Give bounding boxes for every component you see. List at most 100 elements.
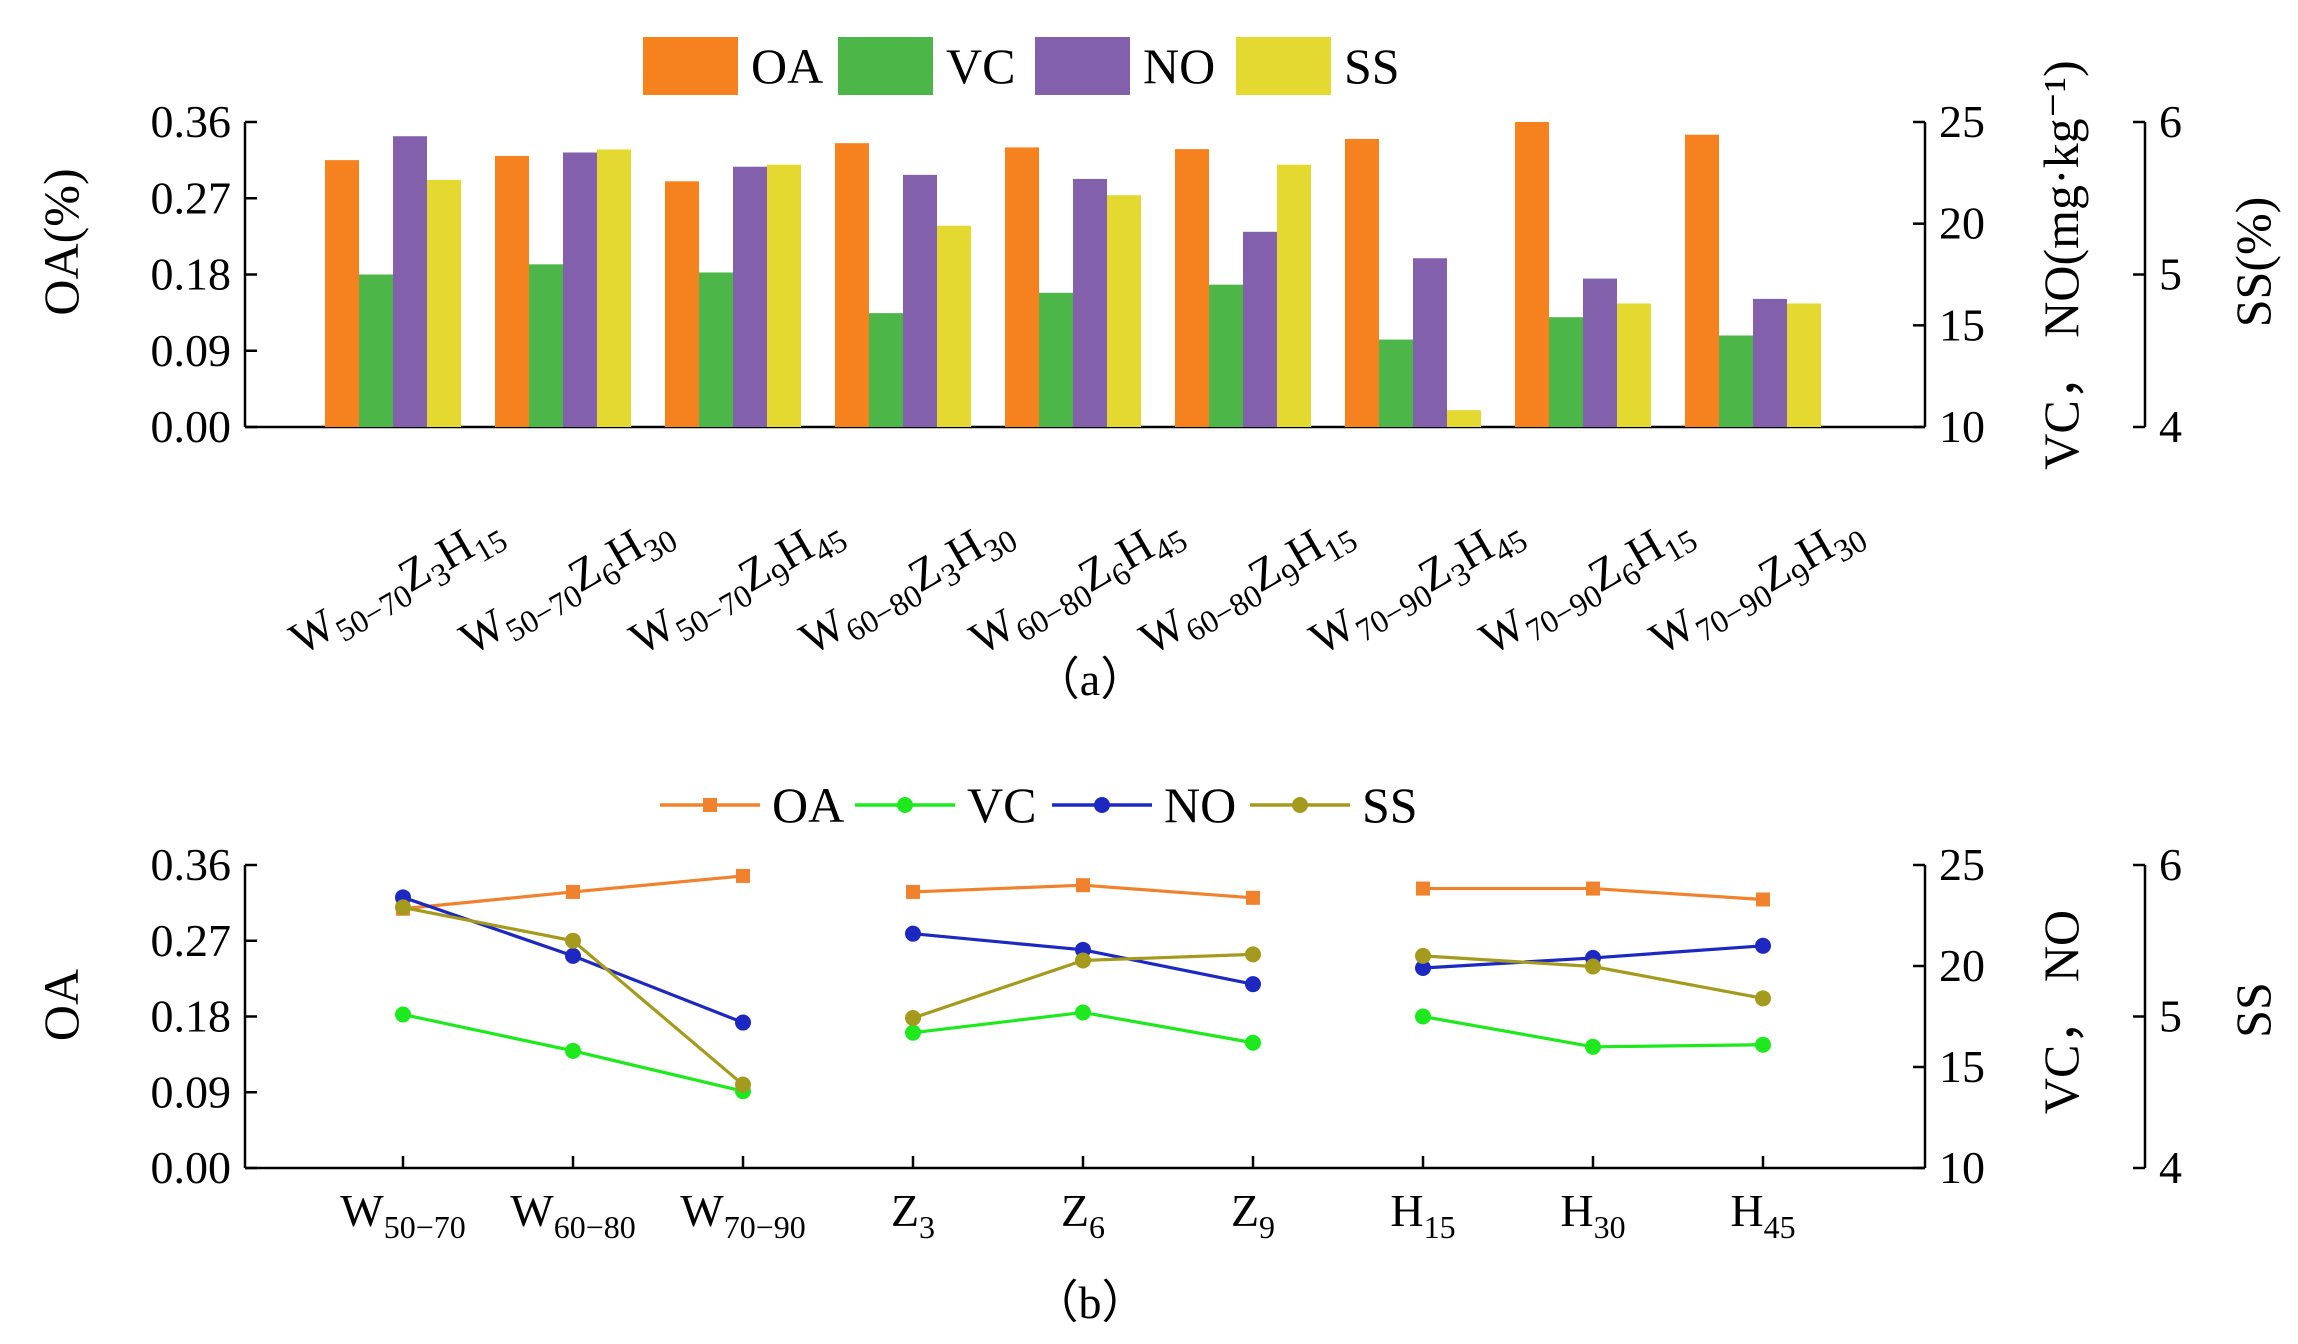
category-label-part: 70−90 (1519, 577, 1608, 649)
point-oa (1586, 881, 1600, 896)
legend-label-ss: SS (1344, 38, 1400, 94)
bar-oa (665, 181, 699, 427)
bar-vc (1719, 335, 1753, 427)
category-label-part: W (1471, 598, 1535, 664)
bar-ss (1277, 164, 1311, 427)
bar-ss (597, 149, 631, 427)
bar-oa (1345, 138, 1379, 427)
category-label-part: 50−70 (669, 577, 758, 649)
bar-series (325, 122, 1821, 428)
point-oa (1756, 892, 1770, 907)
right-vc-no-tick-label: 10 (1939, 401, 1985, 452)
right-vc-no-tick-label: 20 (1939, 198, 1985, 249)
right-ss-tick-label: 5 (2159, 991, 2182, 1042)
bar-ss (937, 225, 971, 427)
category-label-part: W (1301, 598, 1365, 664)
bar-oa (1005, 147, 1039, 427)
bar-vc (1209, 284, 1243, 427)
right-vc-no-tick-label: 10 (1939, 1142, 1985, 1193)
category-label-part: W (451, 598, 515, 664)
bar-vc (1549, 317, 1583, 427)
legend-marker-oa (703, 798, 717, 812)
category-label-part: 60−80 (839, 577, 928, 649)
right-ss-tick-label: 4 (2159, 1142, 2182, 1193)
category-label-sub: 60−80 (554, 1209, 636, 1245)
legend-label-vc: VC (967, 777, 1036, 833)
category-label-part: 60−80 (1009, 577, 1098, 649)
category-label-main: H (1730, 1185, 1763, 1236)
bar-right-axis-title-ss: SS(%) (2225, 197, 2281, 328)
left-tick-label: 0.09 (151, 325, 232, 376)
line-category-label: W70−90 (680, 1185, 805, 1245)
bar-no (903, 174, 937, 427)
category-label-main: Z (891, 1185, 919, 1236)
line-legend: OA VC NO SS (660, 777, 1418, 833)
right-vc-no-tick-label: 15 (1939, 299, 1985, 350)
line-category-label: Z9 (1231, 1185, 1275, 1245)
point-no (1755, 937, 1771, 954)
category-label-main: W (680, 1185, 724, 1236)
point-oa (906, 884, 920, 899)
bar-ss (1107, 195, 1141, 427)
line-axes: 0.00 0.09 0.18 0.27 0.36 10 15 20 25 4 5 6 (151, 839, 2183, 1193)
point-oa (736, 868, 750, 883)
line-category-label: Z6 (1061, 1185, 1105, 1245)
right-ss-tick-label: 4 (2159, 401, 2182, 452)
caption-b: （b） (1033, 1277, 1148, 1328)
right-vc-no-tick-label: 25 (1939, 839, 1985, 890)
category-label-sub: 6 (1089, 1209, 1105, 1245)
category-label-sub: 45 (1764, 1209, 1796, 1245)
right-ss-tick-label: 6 (2159, 96, 2182, 147)
point-ss (1245, 946, 1261, 963)
bar-oa (1515, 122, 1549, 427)
category-label-sub: 50−70 (384, 1209, 466, 1245)
legend-label-oa: OA (751, 38, 823, 94)
bar-right-axis-title-vc-no: VC， NO(mg·kg⁻¹) (2033, 60, 2089, 469)
bar-left-axis-title: OA(%) (33, 168, 89, 315)
bar-axes: 0.00 0.09 0.18 0.27 0.36 10 15 20 25 4 5 6 (151, 96, 2183, 452)
bar-vc (1379, 339, 1413, 427)
bar-vc (699, 272, 733, 427)
point-ss (1415, 947, 1431, 964)
category-label-main: H (1390, 1185, 1423, 1236)
right-ss-tick-label: 5 (2159, 249, 2182, 300)
point-ss (395, 899, 411, 916)
bar-vc (1039, 292, 1073, 427)
bar-ss (1787, 303, 1821, 427)
bar-oa (325, 160, 359, 427)
category-label-sub: 15 (1424, 1209, 1456, 1245)
category-label-sub: 9 (1259, 1209, 1275, 1245)
point-vc (1245, 1034, 1261, 1051)
category-label-main: Z (1231, 1185, 1259, 1236)
category-label-part: W (281, 598, 345, 664)
bar-ss (767, 164, 801, 427)
left-tick-label: 0.00 (151, 1142, 232, 1193)
legend-marker-vc (897, 797, 913, 813)
left-tick-label: 0.18 (151, 249, 232, 300)
category-label-sub: 30 (1594, 1209, 1626, 1245)
point-ss (735, 1076, 751, 1093)
category-label-part: 70−90 (1349, 577, 1438, 649)
left-tick-label: 0.27 (151, 915, 232, 966)
left-tick-label: 0.09 (151, 1066, 232, 1117)
legend-marker-ss (1292, 797, 1308, 813)
bar-no (1073, 178, 1107, 427)
caption-a: （a） (1034, 654, 1146, 705)
category-label-main: Z (1061, 1185, 1089, 1236)
category-label-part: W (791, 598, 855, 664)
bar-category-labels: W50−70Z3H15W50−70Z6H30W50−70Z9H45W60−80Z… (281, 519, 1873, 665)
point-ss (1075, 952, 1091, 969)
line-category-label: Z3 (891, 1185, 935, 1245)
point-ss (1755, 990, 1771, 1007)
point-no (565, 947, 581, 964)
line-category-label: H15 (1390, 1185, 1455, 1245)
point-vc (565, 1042, 581, 1059)
legend-label-no: NO (1143, 38, 1215, 94)
bar-vc (529, 264, 563, 427)
legend-swatch-no (1035, 37, 1130, 95)
right-vc-no-tick-label: 20 (1939, 940, 1985, 991)
category-label-part: 70−90 (1689, 577, 1778, 649)
point-oa (1246, 890, 1260, 905)
legend-swatch-vc (838, 37, 933, 95)
